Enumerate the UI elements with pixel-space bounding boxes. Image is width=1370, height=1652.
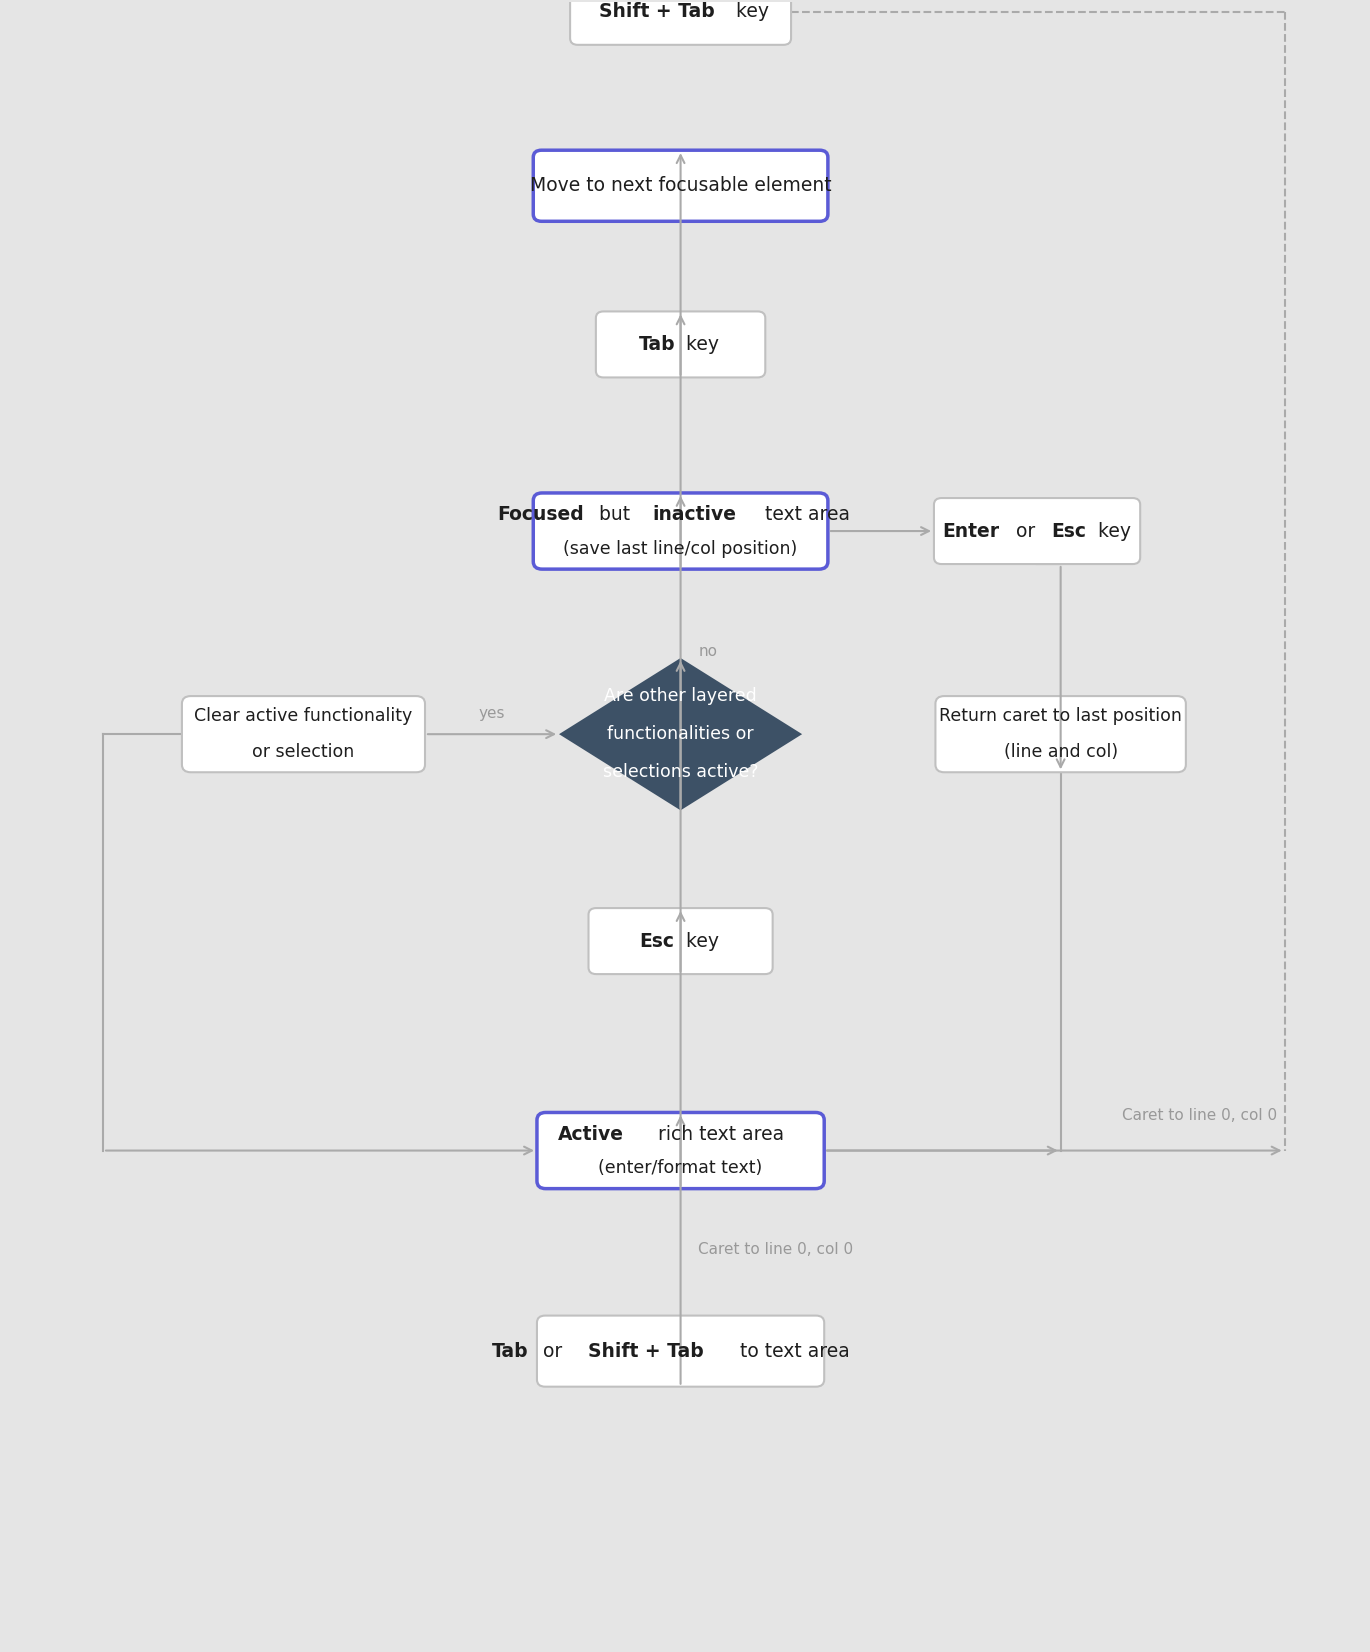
Text: Tab: Tab xyxy=(638,335,675,354)
FancyBboxPatch shape xyxy=(182,695,425,771)
Text: rich text area: rich text area xyxy=(652,1125,784,1143)
Text: key: key xyxy=(1092,522,1130,540)
Text: key: key xyxy=(680,335,719,354)
Text: inactive: inactive xyxy=(652,506,737,524)
Text: selections active?: selections active? xyxy=(603,763,759,781)
Text: Are other layered: Are other layered xyxy=(604,687,758,705)
Text: or: or xyxy=(1010,522,1041,540)
Text: Caret to line 0, col 0: Caret to line 0, col 0 xyxy=(1122,1107,1277,1122)
Text: Focused: Focused xyxy=(497,506,585,524)
Text: Esc: Esc xyxy=(640,932,674,950)
Text: yes: yes xyxy=(478,707,506,722)
Text: key: key xyxy=(730,2,769,21)
Text: or: or xyxy=(537,1341,569,1361)
FancyBboxPatch shape xyxy=(570,0,790,45)
FancyBboxPatch shape xyxy=(934,497,1140,563)
Text: Return caret to last position: Return caret to last position xyxy=(940,707,1182,725)
Text: (line and col): (line and col) xyxy=(1004,743,1118,762)
Text: no: no xyxy=(699,644,718,659)
Polygon shape xyxy=(559,657,801,811)
Text: Enter: Enter xyxy=(943,522,999,540)
Text: to text area: to text area xyxy=(734,1341,849,1361)
Text: (enter/format text): (enter/format text) xyxy=(599,1160,763,1178)
Text: Tab: Tab xyxy=(492,1341,529,1361)
FancyBboxPatch shape xyxy=(533,150,827,221)
Text: Active: Active xyxy=(558,1125,625,1143)
FancyBboxPatch shape xyxy=(537,1315,825,1386)
Text: Shift + Tab: Shift + Tab xyxy=(599,2,715,21)
Text: Esc: Esc xyxy=(1051,522,1086,540)
Text: Clear active functionality: Clear active functionality xyxy=(195,707,412,725)
FancyBboxPatch shape xyxy=(596,312,766,377)
Text: Caret to line 0, col 0: Caret to line 0, col 0 xyxy=(699,1242,854,1257)
FancyBboxPatch shape xyxy=(936,695,1186,771)
Text: key: key xyxy=(680,932,719,950)
Text: (save last line/col position): (save last line/col position) xyxy=(563,540,797,558)
Text: Shift + Tab: Shift + Tab xyxy=(588,1341,704,1361)
FancyBboxPatch shape xyxy=(537,1112,825,1189)
Text: Move to next focusable element: Move to next focusable element xyxy=(530,177,832,195)
Text: functionalities or: functionalities or xyxy=(607,725,754,743)
FancyBboxPatch shape xyxy=(589,909,773,975)
Text: but: but xyxy=(593,506,636,524)
FancyBboxPatch shape xyxy=(533,492,827,570)
Text: or selection: or selection xyxy=(252,743,355,762)
Text: text area: text area xyxy=(759,506,849,524)
